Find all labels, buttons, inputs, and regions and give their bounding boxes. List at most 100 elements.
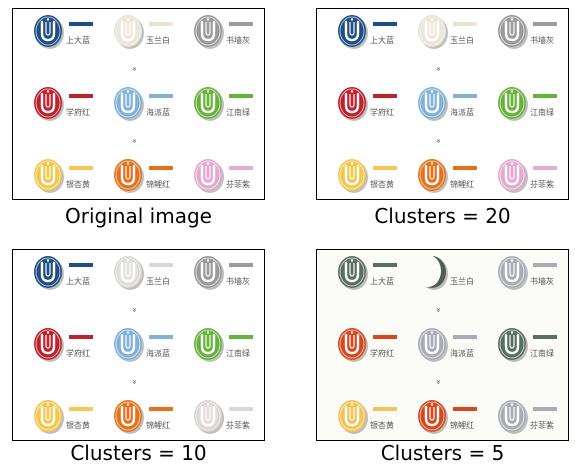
emblem-icon (194, 400, 224, 434)
color-tile: 芬菲紫 (191, 157, 266, 197)
color-name-label: 学府红 (66, 349, 90, 358)
color-name-label: 银杏黄 (66, 180, 90, 189)
color-swatch (149, 335, 173, 339)
color-name-label: 锦鲤红 (450, 180, 474, 189)
down-arrow-icon: » (434, 138, 443, 144)
color-swatch (373, 407, 397, 411)
color-swatch (229, 22, 253, 26)
down-arrow-icon: » (434, 307, 443, 313)
color-swatch (229, 166, 253, 170)
down-arrow-icon: » (130, 66, 139, 72)
down-arrow-icon: » (130, 307, 139, 313)
emblem-icon (498, 159, 528, 193)
color-tile: 玉兰白 (111, 254, 186, 294)
color-tile: 银杏黄 (335, 157, 410, 197)
color-name-label: 芬菲紫 (530, 421, 554, 430)
color-name-label: 海派蓝 (450, 108, 474, 117)
color-swatch (229, 263, 253, 267)
color-tile: 银杏黄 (31, 157, 106, 197)
color-swatch (69, 166, 93, 170)
color-swatch (453, 166, 477, 170)
color-tile: 锦鲤红 (415, 398, 490, 438)
color-swatch (229, 94, 253, 98)
color-tile: 上大蓝 (335, 13, 410, 53)
emblem-icon (418, 87, 448, 121)
color-tile: 上大蓝 (31, 13, 106, 53)
emblem-icon (114, 15, 144, 49)
color-tile: 海派蓝 (415, 326, 490, 366)
color-tile: 锦鲤红 (415, 157, 490, 197)
emblem-icon (418, 328, 448, 362)
color-name-label: 书墙灰 (226, 277, 250, 286)
color-swatch (453, 22, 477, 26)
panel-0: 上大蓝 玉兰白 书墙灰 学府红 海派蓝 江南绿 银杏黄 锦鲤红 芬菲紫 » » (12, 8, 265, 200)
color-swatch (149, 22, 173, 26)
color-name-label: 江南绿 (530, 108, 554, 117)
color-swatch (533, 22, 557, 26)
color-swatch (69, 94, 93, 98)
emblem-icon (338, 400, 368, 434)
color-swatch (229, 335, 253, 339)
emblem-icon (418, 400, 448, 434)
color-name-label: 银杏黄 (370, 180, 394, 189)
color-name-label: 江南绿 (226, 108, 250, 117)
color-tile: 上大蓝 (31, 254, 106, 294)
emblem-icon (338, 256, 368, 290)
color-name-label: 芬菲紫 (530, 180, 554, 189)
color-swatch (373, 335, 397, 339)
color-name-label: 锦鲤红 (450, 421, 474, 430)
emblem-icon (415, 255, 448, 290)
emblem-icon (34, 256, 64, 290)
color-swatch (453, 94, 477, 98)
color-name-label: 江南绿 (226, 349, 250, 358)
color-swatch (69, 22, 93, 26)
emblem-icon (418, 15, 448, 49)
emblem-icon (194, 256, 224, 290)
color-name-label: 银杏黄 (66, 421, 90, 430)
color-name-label: 玉兰白 (450, 36, 474, 45)
color-name-label: 上大蓝 (66, 277, 90, 286)
emblem-icon (194, 328, 224, 362)
color-tile: 学府红 (31, 85, 106, 125)
color-swatch (533, 407, 557, 411)
color-swatch (453, 263, 477, 267)
emblem-icon (34, 159, 64, 193)
color-swatch (229, 407, 253, 411)
emblem-icon (418, 159, 448, 193)
color-tile: 海派蓝 (111, 85, 186, 125)
color-name-label: 海派蓝 (146, 108, 170, 117)
emblem-icon (338, 15, 368, 49)
color-tile: 银杏黄 (31, 398, 106, 438)
color-tile: 海派蓝 (111, 326, 186, 366)
emblem-icon (498, 15, 528, 49)
color-name-label: 书墙灰 (226, 36, 250, 45)
color-tile: 芬菲紫 (191, 398, 266, 438)
color-tile: 学府红 (335, 326, 410, 366)
color-tile: 江南绿 (191, 326, 266, 366)
color-name-label: 银杏黄 (370, 421, 394, 430)
emblem-icon (114, 159, 144, 193)
color-name-label: 上大蓝 (370, 277, 394, 286)
color-name-label: 学府红 (370, 349, 394, 358)
color-name-label: 玉兰白 (450, 277, 474, 286)
color-name-label: 学府红 (66, 108, 90, 117)
color-swatch (533, 335, 557, 339)
down-arrow-icon: » (434, 66, 443, 72)
emblem-icon (194, 87, 224, 121)
down-arrow-icon: » (130, 379, 139, 385)
color-tile: 书墙灰 (495, 13, 570, 53)
color-tile: 学府红 (31, 326, 106, 366)
color-tile: 书墙灰 (495, 254, 570, 294)
down-arrow-icon: » (130, 138, 139, 144)
color-tile: 江南绿 (495, 326, 570, 366)
panel-3: 上大蓝 玉兰白 书墙灰 学府红 海派蓝 江南绿 银杏黄 锦鲤红 芬菲紫 » » (316, 249, 569, 441)
color-tile: 锦鲤红 (111, 157, 186, 197)
color-tile: 江南绿 (191, 85, 266, 125)
color-name-label: 书墙灰 (530, 36, 554, 45)
color-tile: 书墙灰 (191, 254, 266, 294)
color-swatch (373, 263, 397, 267)
color-swatch (69, 335, 93, 339)
emblem-icon (34, 15, 64, 49)
color-tile: 玉兰白 (415, 254, 490, 294)
panel-caption: Clusters = 20 (374, 204, 511, 228)
